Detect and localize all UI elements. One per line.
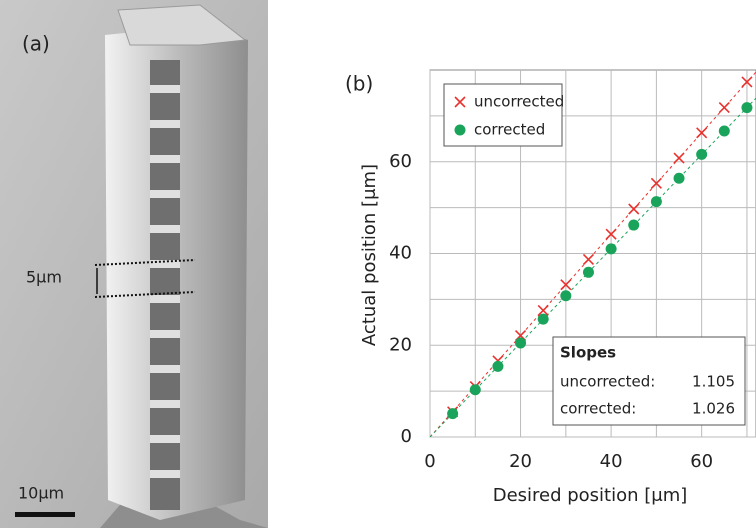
tower-top: [117, 4, 247, 46]
x-tick-label: 60: [690, 451, 713, 472]
legend-marker: [454, 124, 466, 136]
marker: [492, 360, 504, 372]
x-tick-label: 20: [509, 451, 532, 472]
marker: [560, 290, 572, 302]
slope-label: uncorrected:: [560, 373, 655, 391]
marker: [650, 177, 662, 189]
legend-marker: [454, 96, 466, 108]
dimension-label: 5μm: [26, 268, 62, 287]
marker: [718, 125, 730, 137]
legend-label: uncorrected: [474, 93, 564, 111]
marker: [696, 127, 708, 139]
marker: [515, 337, 527, 349]
marker: [605, 228, 617, 240]
marker: [537, 304, 549, 316]
marker: [447, 408, 459, 420]
dimension-line: [94, 291, 196, 298]
marker: [537, 313, 549, 325]
marker: [469, 384, 481, 396]
marker: [718, 102, 730, 114]
y-tick-label: 60: [389, 151, 412, 172]
legend: uncorrected corrected: [443, 83, 564, 147]
y-axis-title: Actual position [μm]: [359, 164, 380, 346]
sem-image: (a) 5μm 10μm: [0, 0, 268, 528]
legend-box: [443, 83, 563, 147]
marker: [696, 148, 708, 160]
y-tick-label: 20: [389, 334, 412, 355]
marker: [582, 253, 595, 266]
marker: [628, 203, 640, 215]
dimension-line: [94, 259, 196, 266]
rungs: [150, 85, 180, 478]
x-tick-label: 40: [600, 451, 623, 472]
data-layer: [430, 71, 756, 437]
marker: [741, 102, 753, 114]
slopes-frame: [552, 336, 746, 426]
scale-label: 10μm: [18, 484, 64, 503]
x-tick-label: 0: [424, 451, 435, 472]
slopes-box: Slopes uncorrected: 1.105 corrected: 1.026: [552, 336, 746, 426]
marker: [628, 219, 640, 231]
slopes-title: Slopes: [560, 344, 616, 362]
y-tick-label: 0: [401, 426, 412, 447]
panel-label: (a): [22, 32, 50, 56]
x-axis-title: Desired position [μm]: [493, 485, 688, 506]
marker: [741, 76, 753, 88]
y-tick-label: 40: [389, 243, 412, 264]
marker: [650, 196, 662, 208]
scale-bar: [15, 512, 75, 517]
slope-value: 1.026: [692, 400, 735, 418]
marker: [582, 266, 594, 278]
slope-value: 1.105: [692, 373, 735, 391]
legend-label: corrected: [474, 121, 545, 139]
marker: [673, 172, 685, 184]
marker: [673, 152, 685, 164]
slope-label: corrected:: [560, 400, 636, 418]
marker: [605, 243, 617, 255]
panel-label: (b): [345, 72, 373, 96]
marker: [560, 279, 572, 291]
